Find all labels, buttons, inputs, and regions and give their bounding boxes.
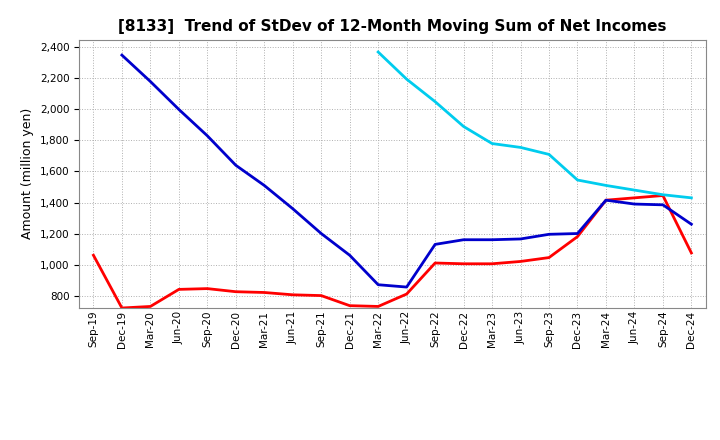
7 Years <box>545 152 554 157</box>
7 Years <box>431 99 439 104</box>
3 Years <box>146 304 155 309</box>
5 Years <box>459 237 468 242</box>
3 Years <box>573 234 582 239</box>
5 Years <box>545 232 554 237</box>
3 Years <box>203 286 212 291</box>
7 Years <box>516 145 525 150</box>
7 Years <box>573 177 582 183</box>
5 Years <box>374 282 382 287</box>
3 Years <box>374 304 382 309</box>
3 Years <box>317 293 325 298</box>
3 Years <box>630 195 639 201</box>
7 Years <box>602 183 611 188</box>
3 Years <box>431 260 439 266</box>
3 Years <box>346 303 354 308</box>
7 Years <box>659 192 667 198</box>
5 Years <box>203 133 212 139</box>
5 Years <box>317 231 325 236</box>
3 Years <box>516 259 525 264</box>
5 Years <box>431 242 439 247</box>
5 Years <box>402 284 411 290</box>
7 Years <box>374 49 382 55</box>
5 Years <box>687 222 696 227</box>
3 Years <box>545 255 554 260</box>
5 Years <box>260 183 269 188</box>
7 Years <box>630 187 639 193</box>
7 Years <box>402 77 411 82</box>
5 Years <box>289 206 297 211</box>
5 Years <box>573 231 582 236</box>
Line: 7 Years: 7 Years <box>378 52 691 198</box>
Y-axis label: Amount (million yen): Amount (million yen) <box>22 108 35 239</box>
5 Years <box>146 79 155 84</box>
3 Years <box>174 287 183 292</box>
5 Years <box>659 202 667 208</box>
3 Years <box>687 250 696 256</box>
5 Years <box>516 236 525 242</box>
7 Years <box>487 141 496 146</box>
3 Years <box>89 253 98 258</box>
5 Years <box>487 237 496 242</box>
3 Years <box>117 305 126 311</box>
3 Years <box>602 198 611 203</box>
Title: [8133]  Trend of StDev of 12-Month Moving Sum of Net Incomes: [8133] Trend of StDev of 12-Month Moving… <box>118 19 667 34</box>
5 Years <box>117 52 126 58</box>
Line: 5 Years: 5 Years <box>122 55 691 287</box>
Line: 3 Years: 3 Years <box>94 195 691 308</box>
5 Years <box>174 107 183 112</box>
3 Years <box>289 292 297 297</box>
3 Years <box>402 291 411 297</box>
3 Years <box>487 261 496 267</box>
5 Years <box>346 253 354 258</box>
7 Years <box>687 195 696 201</box>
5 Years <box>232 163 240 168</box>
3 Years <box>260 290 269 295</box>
3 Years <box>459 261 468 267</box>
3 Years <box>659 193 667 198</box>
7 Years <box>459 124 468 129</box>
5 Years <box>630 202 639 207</box>
5 Years <box>602 198 611 203</box>
3 Years <box>232 289 240 294</box>
